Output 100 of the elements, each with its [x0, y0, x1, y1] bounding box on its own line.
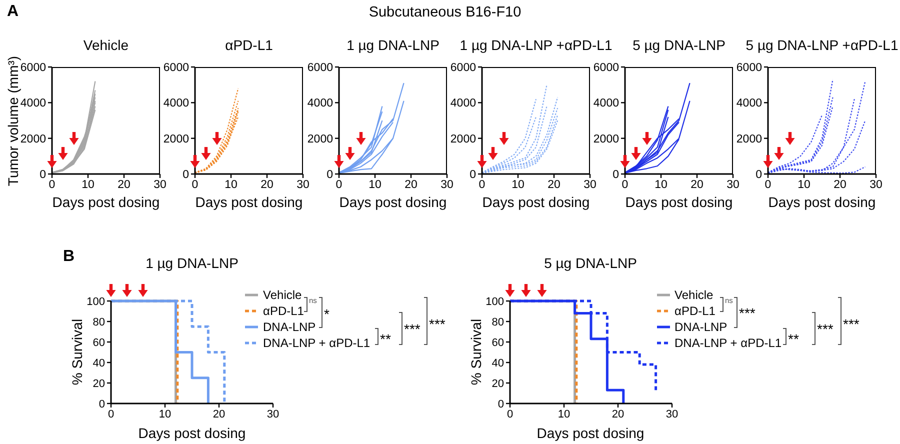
x-tick-label: 30 — [440, 179, 454, 192]
y-tick-label: 0 — [497, 398, 504, 410]
y-tick-label: 40 — [92, 357, 105, 370]
x-tick-label: 20 — [690, 179, 704, 192]
text: * — [324, 306, 330, 322]
x-tick-label: 10 — [368, 179, 382, 192]
y-tick-label: 0 — [756, 169, 762, 182]
chart-title: 1 µg DNA-LNP +αPD-L1 — [460, 37, 612, 53]
x-tick-label: 30 — [266, 408, 280, 420]
y-tick-label: 4000 — [736, 98, 762, 110]
legend-label: DNA-LNP + αPD-L1 — [263, 336, 370, 350]
y-axis-title: Tumor volume (mm³) — [5, 55, 21, 186]
x-axis-title: Days post dosing — [339, 194, 447, 210]
legend-label: DNA-LNP — [263, 320, 316, 334]
y-tick-label: 2000 — [450, 133, 476, 146]
y-tick-label: 6000 — [450, 62, 476, 74]
x-tick-label: 10 — [654, 179, 668, 192]
chart-title: Vehicle — [83, 37, 129, 53]
x-tick-label: 20 — [548, 179, 560, 192]
x-tick-label: 10 — [798, 179, 810, 192]
y-tick-label: 4000 — [307, 98, 333, 110]
x-axis-title: Days post dosing — [195, 194, 303, 210]
x-tick-label: 0 — [192, 179, 198, 192]
x-axis-title: Days post dosing — [536, 425, 644, 441]
text: *** — [429, 316, 446, 332]
y-axis-title: % Survival — [69, 319, 85, 386]
y-tick-label: 2000 — [163, 133, 189, 146]
chart-title: 5 µg DNA-LNP — [544, 255, 637, 271]
y-tick-label: 0 — [326, 169, 333, 182]
y-tick-label: 2000 — [307, 133, 333, 146]
chart-title: 1 µg DNA-LNP — [346, 37, 440, 53]
y-tick-label: 60 — [92, 336, 105, 349]
x-tick-label: 0 — [336, 179, 342, 192]
y-tick-label: 100 — [485, 296, 504, 308]
text: *** — [843, 316, 860, 332]
x-tick-label: 0 — [506, 408, 513, 420]
x-tick-label: 30 — [726, 179, 740, 192]
x-tick-label: 30 — [584, 179, 596, 192]
y-tick-label: 20 — [92, 378, 105, 390]
y-tick-label: 6000 — [736, 62, 762, 74]
x-tick-label: 0 — [108, 408, 114, 420]
y-tick-label: 2000 — [20, 133, 46, 146]
legend-label: αPD-L1 — [674, 304, 716, 318]
y-tick-label: 4000 — [20, 98, 46, 110]
y-tick-label: 6000 — [163, 62, 189, 74]
x-tick-label: 20 — [118, 179, 130, 192]
x-tick-label: 20 — [212, 408, 226, 420]
x-tick-label: 0 — [48, 179, 56, 192]
y-tick-label: 20 — [491, 378, 504, 390]
text: B — [63, 248, 75, 265]
chart-title: 1 µg DNA-LNP — [146, 255, 238, 271]
legend-label: Vehicle — [674, 288, 714, 302]
y-tick-label: 60 — [491, 336, 504, 349]
y-axis-title: % Survival — [468, 319, 484, 386]
legend-label: αPD-L1 — [263, 304, 304, 318]
x-tick-label: 0 — [622, 179, 628, 192]
y-tick-label: 4000 — [593, 98, 619, 110]
y-tick-label: 0 — [182, 169, 189, 182]
text: *** — [739, 305, 756, 321]
legend-label: DNA-LNP + αPD-L1 — [674, 336, 782, 350]
x-axis-title: Days post dosing — [482, 194, 590, 210]
y-tick-label: 0 — [40, 169, 46, 182]
text: *** — [817, 321, 834, 337]
x-axis-title: Days post dosing — [138, 425, 246, 441]
x-tick-label: 10 — [512, 179, 524, 192]
text: ** — [788, 331, 799, 347]
y-tick-label: 6000 — [307, 62, 333, 74]
x-tick-label: 10 — [224, 179, 238, 192]
text: ** — [380, 331, 391, 347]
x-tick-label: 30 — [870, 179, 882, 192]
y-tick-label: 80 — [92, 316, 105, 328]
y-tick-label: 0 — [612, 169, 619, 182]
x-tick-label: 10 — [158, 408, 172, 420]
x-tick-label: 0 — [764, 179, 772, 192]
y-tick-label: 40 — [491, 357, 504, 370]
text: *** — [404, 321, 420, 337]
y-tick-label: 4000 — [163, 98, 189, 110]
x-tick-label: 30 — [154, 179, 166, 192]
chart-title: αPD-L1 — [225, 37, 273, 53]
chart-title: 5 µg DNA-LNP +αPD-L1 — [746, 37, 898, 53]
chart-title: 5 µg DNA-LNP — [632, 37, 726, 53]
x-tick-label: 20 — [834, 179, 846, 192]
x-tick-label: 0 — [478, 179, 486, 192]
legend-label: Vehicle — [263, 288, 302, 302]
x-axis-title: Days post dosing — [768, 194, 876, 210]
y-tick-label: 100 — [86, 296, 105, 308]
y-tick-label: 6000 — [593, 62, 619, 74]
x-tick-label: 10 — [557, 408, 570, 420]
legend-label: DNA-LNP — [674, 320, 728, 334]
y-tick-label: 80 — [491, 316, 504, 328]
x-axis-title: Days post dosing — [52, 194, 160, 210]
x-tick-label: 20 — [260, 179, 274, 192]
y-tick-label: 6000 — [20, 62, 46, 74]
x-tick-label: 30 — [665, 408, 678, 420]
y-tick-label: 0 — [98, 398, 105, 410]
text: A — [7, 3, 19, 20]
x-axis-title: Days post dosing — [625, 194, 733, 210]
y-tick-label: 2000 — [593, 133, 619, 146]
x-tick-label: 20 — [404, 179, 418, 192]
text: Subcutaneous B16-F10 — [368, 4, 522, 20]
